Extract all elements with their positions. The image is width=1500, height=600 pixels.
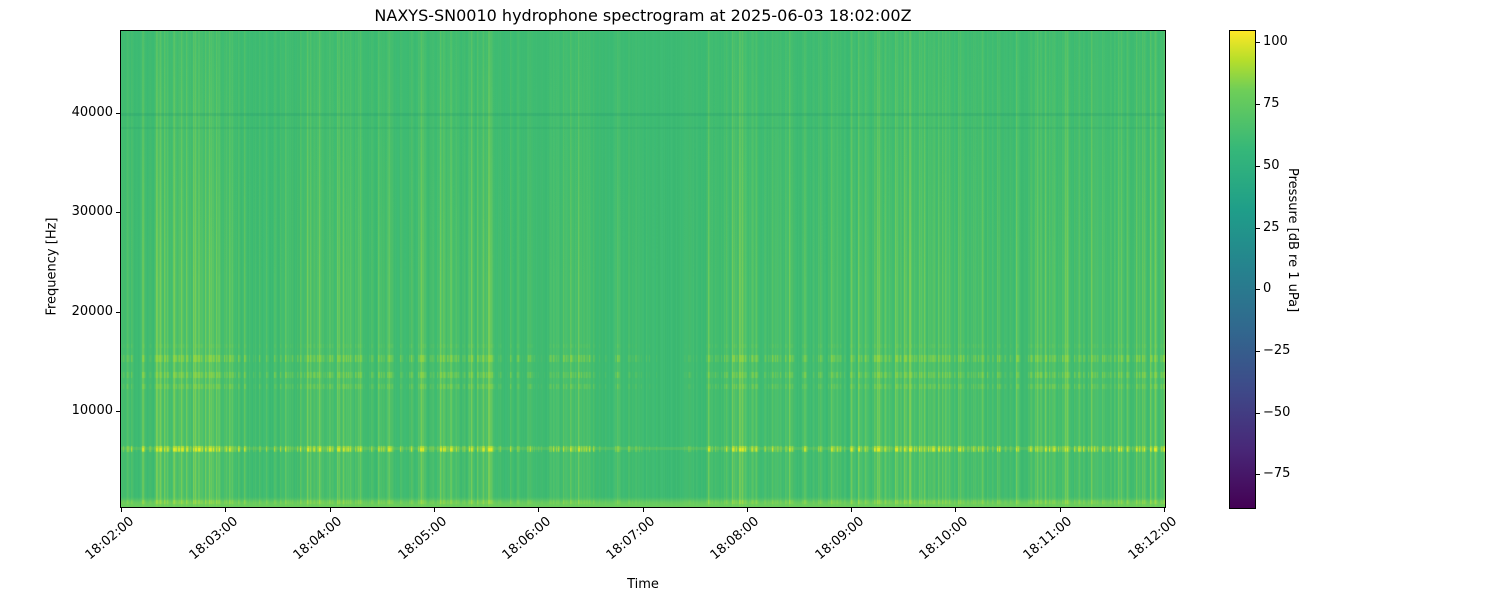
- x-tick-mark: [433, 508, 435, 512]
- colorbar-tick-mark: [1256, 42, 1260, 44]
- x-tick-label: 18:11:00: [1020, 514, 1076, 564]
- colorbar-tick-label: 100: [1263, 34, 1288, 50]
- y-tick-label: 10000: [71, 403, 113, 419]
- x-tick-mark: [329, 508, 331, 512]
- x-tick-mark: [121, 508, 122, 512]
- x-tick-mark: [1164, 508, 1165, 512]
- x-tick-label: 18:09:00: [812, 514, 867, 564]
- colorbar-tick-mark: [1256, 350, 1260, 352]
- x-tick-mark: [225, 508, 227, 512]
- x-tick-label: 18:02:00: [82, 514, 137, 564]
- colorbar-tick-label: −25: [1263, 342, 1291, 358]
- x-tick-label: 18:08:00: [708, 514, 763, 564]
- colorbar-tick-mark: [1256, 227, 1260, 229]
- colorbar-gradient: [1230, 31, 1255, 508]
- y-tick-label: 40000: [71, 104, 113, 120]
- x-tick-label: 18:06:00: [499, 514, 554, 564]
- colorbar-tick-label: 50: [1263, 157, 1280, 173]
- x-axis-label: Time: [627, 577, 659, 592]
- x-tick-mark: [955, 508, 957, 512]
- colorbar-tick-label: −75: [1263, 466, 1291, 482]
- colorbar-tick-mark: [1256, 474, 1260, 476]
- x-tick-mark: [1059, 508, 1061, 512]
- colorbar: [1229, 30, 1256, 509]
- y-tick-mark: [116, 212, 120, 214]
- y-tick-label: 20000: [71, 303, 113, 319]
- y-tick-mark: [116, 411, 120, 413]
- x-tick-mark: [538, 508, 540, 512]
- spectrogram-heatmap: [121, 31, 1165, 507]
- colorbar-tick-mark: [1256, 412, 1260, 414]
- colorbar-tick-label: 25: [1263, 219, 1280, 235]
- x-tick-label: 18:03:00: [186, 514, 241, 564]
- colorbar-tick-mark: [1256, 165, 1260, 167]
- colorbar-tick-mark: [1256, 104, 1260, 106]
- colorbar-tick-label: −50: [1263, 404, 1291, 420]
- plot-title: NAXYS-SN0010 hydrophone spectrogram at 2…: [374, 6, 912, 25]
- x-tick-label: 18:10:00: [916, 514, 972, 564]
- x-tick-label: 18:04:00: [290, 514, 346, 564]
- colorbar-tick-label: 75: [1263, 96, 1280, 112]
- x-tick-label: 18:05:00: [395, 514, 450, 564]
- y-tick-mark: [116, 112, 120, 114]
- colorbar-tick-label: 0: [1263, 281, 1272, 297]
- y-axis-label: Frequency [Hz]: [44, 217, 60, 316]
- x-tick-mark: [642, 508, 644, 512]
- y-tick-label: 30000: [71, 204, 113, 220]
- x-tick-label: 18:07:00: [603, 514, 659, 564]
- x-tick-mark: [746, 508, 748, 512]
- y-tick-mark: [116, 311, 120, 313]
- colorbar-tick-mark: [1256, 289, 1260, 291]
- x-tick-label: 18:12:00: [1125, 514, 1180, 564]
- plot-area: [120, 30, 1166, 508]
- x-tick-mark: [851, 508, 853, 512]
